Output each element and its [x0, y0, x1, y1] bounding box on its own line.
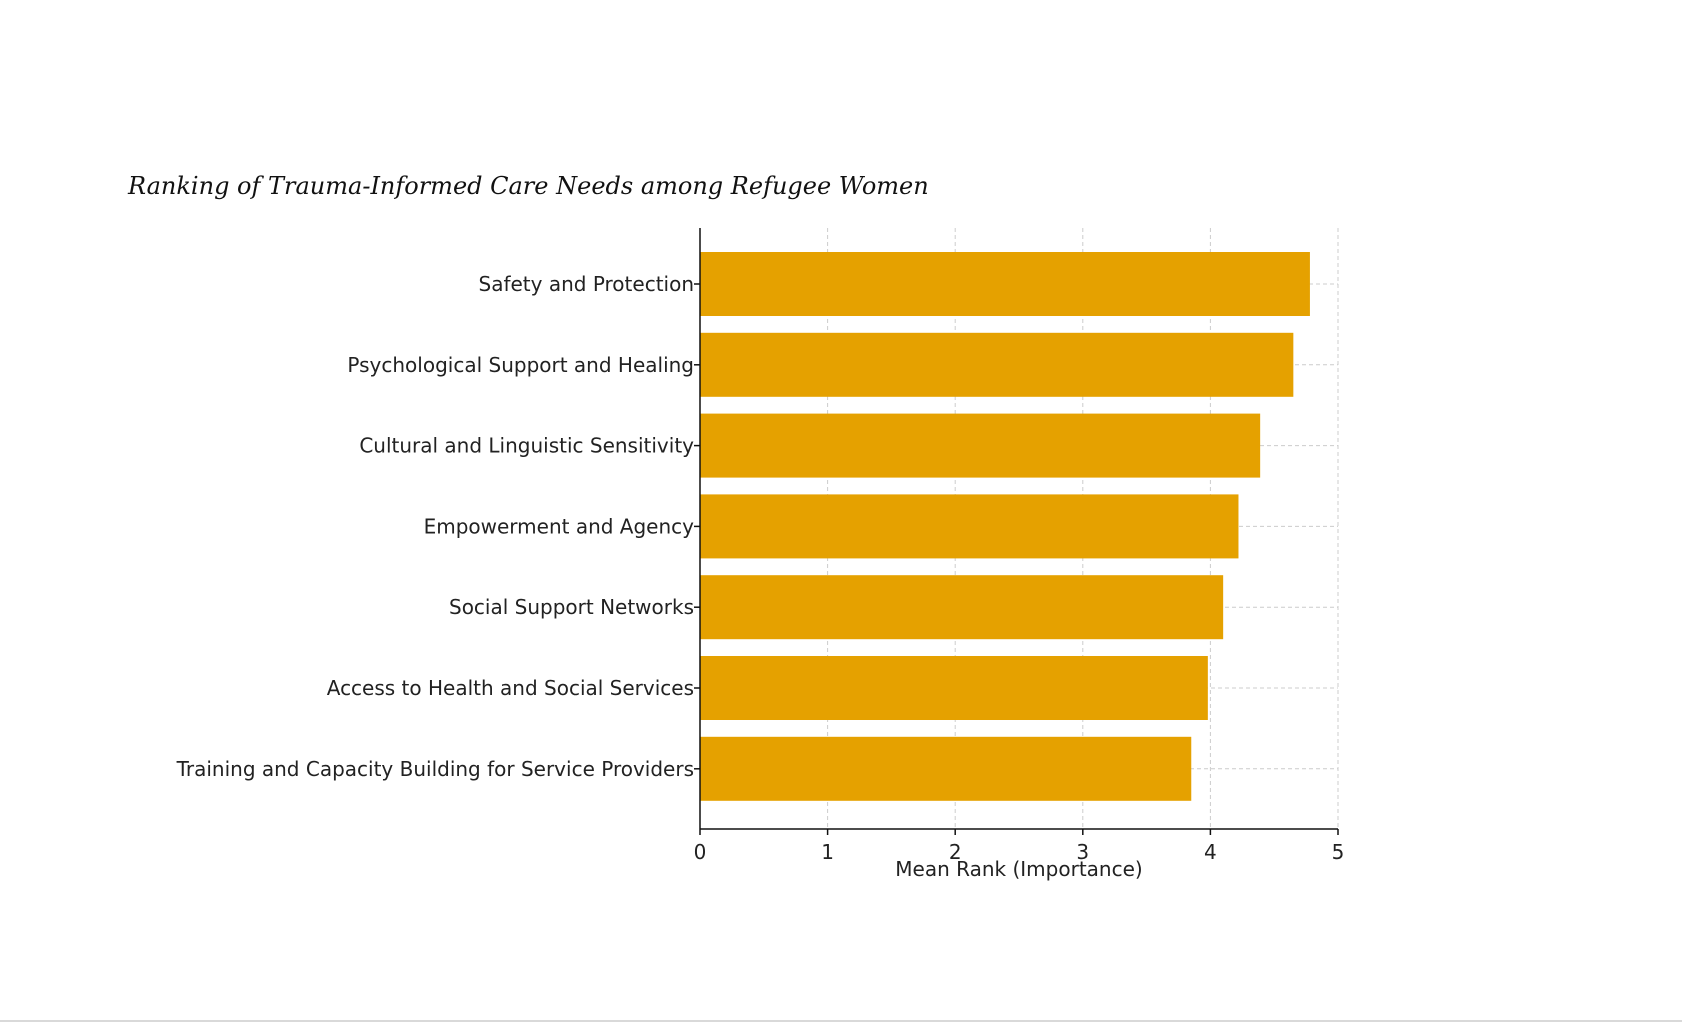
x-tick-label: 1 — [821, 840, 834, 864]
x-tick-labels: 0 1 2 3 4 5 — [694, 829, 1345, 864]
y-tick-label: Empowerment and Agency — [424, 514, 695, 538]
bar — [700, 575, 1224, 640]
y-tick-label: Social Support Networks — [449, 595, 694, 619]
chart-title: Ranking of Trauma-Informed Care Needs am… — [127, 172, 929, 200]
bar — [700, 332, 1294, 397]
x-tick-label: 0 — [694, 840, 707, 864]
x-tick-label: 2 — [949, 840, 962, 864]
y-tick-label: Cultural and Linguistic Sensitivity — [359, 434, 694, 458]
axes — [699, 228, 1338, 830]
y-tick-label: Safety and Protection — [479, 272, 695, 296]
bar — [700, 736, 1192, 801]
bar — [700, 656, 1208, 720]
y-tick-label: Training and Capacity Building for Servi… — [176, 757, 694, 781]
x-tick-label: 3 — [1076, 840, 1089, 864]
bars — [700, 252, 1310, 801]
y-tick-label: Access to Health and Social Services — [327, 676, 694, 700]
x-axis-label: Mean Rank (Importance) — [895, 857, 1142, 881]
bar — [700, 494, 1239, 559]
bar — [700, 252, 1310, 316]
bar — [700, 413, 1261, 478]
bottom-divider — [0, 1020, 1682, 1022]
y-tick-label: Psychological Support and Healing — [347, 353, 694, 377]
y-tick-labels: Safety and Protection Psychological Suppo… — [176, 272, 700, 781]
x-tick-label: 4 — [1204, 840, 1217, 864]
x-tick-label: 5 — [1332, 840, 1345, 864]
